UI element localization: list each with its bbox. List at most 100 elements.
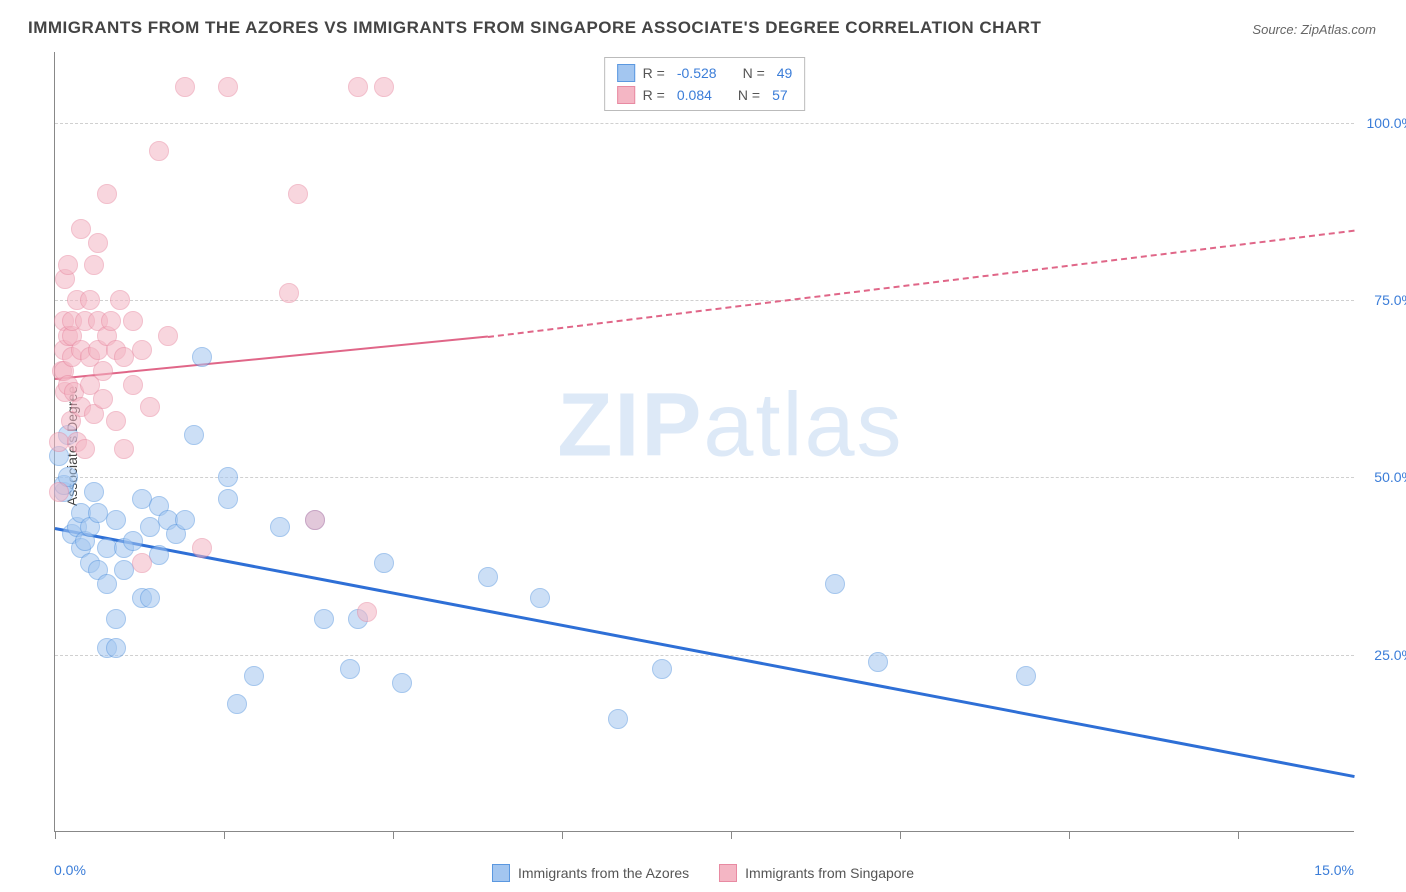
data-point bbox=[106, 510, 126, 530]
x-min-label: 0.0% bbox=[54, 862, 86, 878]
data-point bbox=[106, 638, 126, 658]
r-value-1: 0.084 bbox=[677, 84, 712, 106]
data-point bbox=[132, 553, 152, 573]
data-point bbox=[1016, 666, 1036, 686]
data-point bbox=[652, 659, 672, 679]
data-point bbox=[270, 517, 290, 537]
xtick bbox=[224, 831, 225, 839]
xtick bbox=[900, 831, 901, 839]
data-point bbox=[279, 283, 299, 303]
data-point bbox=[75, 439, 95, 459]
gridline-h bbox=[55, 123, 1354, 124]
data-point bbox=[868, 652, 888, 672]
data-point bbox=[80, 290, 100, 310]
data-point bbox=[132, 340, 152, 360]
watermark-atlas: atlas bbox=[703, 375, 903, 475]
data-point bbox=[357, 602, 377, 622]
source-name: ZipAtlas.com bbox=[1301, 22, 1376, 37]
legend-row-azores: R = -0.528 N = 49 bbox=[617, 62, 793, 84]
data-point bbox=[218, 467, 238, 487]
swatch-singapore bbox=[617, 86, 635, 104]
data-point bbox=[97, 184, 117, 204]
n-label-1: N = bbox=[738, 84, 760, 106]
data-point bbox=[218, 77, 238, 97]
ytick-label: 50.0% bbox=[1359, 469, 1406, 485]
source-label: Source: ZipAtlas.com bbox=[1252, 22, 1376, 37]
data-point bbox=[175, 77, 195, 97]
r-label-1: R = bbox=[643, 84, 665, 106]
data-point bbox=[392, 673, 412, 693]
legend-item-singapore: Immigrants from Singapore bbox=[719, 864, 914, 882]
data-point bbox=[84, 255, 104, 275]
data-point bbox=[244, 666, 264, 686]
xtick bbox=[393, 831, 394, 839]
data-point bbox=[106, 609, 126, 629]
swatch-azores-bottom bbox=[492, 864, 510, 882]
data-point bbox=[149, 141, 169, 161]
swatch-azores bbox=[617, 64, 635, 82]
data-point bbox=[825, 574, 845, 594]
data-point bbox=[149, 545, 169, 565]
watermark-zip: ZIP bbox=[557, 375, 703, 475]
data-point bbox=[227, 694, 247, 714]
data-point bbox=[184, 425, 204, 445]
data-point bbox=[305, 510, 325, 530]
plot-area: ZIPatlas R = -0.528 N = 49 R = 0.084 N =… bbox=[54, 52, 1354, 832]
data-point bbox=[58, 255, 78, 275]
gridline-h bbox=[55, 477, 1354, 478]
data-point bbox=[114, 439, 134, 459]
data-point bbox=[530, 588, 550, 608]
legend-row-singapore: R = 0.084 N = 57 bbox=[617, 84, 793, 106]
xtick bbox=[55, 831, 56, 839]
ytick-label: 25.0% bbox=[1359, 647, 1406, 663]
data-point bbox=[123, 531, 143, 551]
swatch-singapore-bottom bbox=[719, 864, 737, 882]
xtick bbox=[1069, 831, 1070, 839]
data-point bbox=[88, 233, 108, 253]
data-point bbox=[374, 77, 394, 97]
trend-line bbox=[488, 229, 1355, 337]
xtick bbox=[562, 831, 563, 839]
data-point bbox=[478, 567, 498, 587]
data-point bbox=[192, 347, 212, 367]
data-point bbox=[140, 397, 160, 417]
series-name-1: Immigrants from Singapore bbox=[745, 865, 914, 881]
data-point bbox=[71, 219, 91, 239]
data-point bbox=[97, 574, 117, 594]
n-value-0: 49 bbox=[777, 62, 793, 84]
data-point bbox=[374, 553, 394, 573]
data-point bbox=[123, 375, 143, 395]
ytick-label: 100.0% bbox=[1359, 115, 1406, 131]
ytick-label: 75.0% bbox=[1359, 292, 1406, 308]
data-point bbox=[158, 326, 178, 346]
gridline-h bbox=[55, 655, 1354, 656]
data-point bbox=[93, 361, 113, 381]
data-point bbox=[348, 77, 368, 97]
n-value-1: 57 bbox=[772, 84, 788, 106]
r-value-0: -0.528 bbox=[677, 62, 717, 84]
series-name-0: Immigrants from the Azores bbox=[518, 865, 689, 881]
data-point bbox=[218, 489, 238, 509]
watermark: ZIPatlas bbox=[557, 374, 903, 477]
data-point bbox=[340, 659, 360, 679]
data-point bbox=[106, 411, 126, 431]
n-label-0: N = bbox=[743, 62, 765, 84]
data-point bbox=[288, 184, 308, 204]
xtick bbox=[1238, 831, 1239, 839]
legend-item-azores: Immigrants from the Azores bbox=[492, 864, 689, 882]
chart-title: IMMIGRANTS FROM THE AZORES VS IMMIGRANTS… bbox=[28, 18, 1041, 38]
data-point bbox=[101, 311, 121, 331]
data-point bbox=[49, 482, 69, 502]
data-point bbox=[123, 311, 143, 331]
r-label-0: R = bbox=[643, 62, 665, 84]
data-point bbox=[314, 609, 334, 629]
bottom-legend: Immigrants from the Azores Immigrants fr… bbox=[492, 864, 914, 882]
trend-line bbox=[55, 527, 1355, 778]
data-point bbox=[192, 538, 212, 558]
x-max-label: 15.0% bbox=[1314, 862, 1354, 878]
data-point bbox=[84, 482, 104, 502]
correlation-legend: R = -0.528 N = 49 R = 0.084 N = 57 bbox=[604, 57, 806, 111]
data-point bbox=[608, 709, 628, 729]
gridline-h bbox=[55, 300, 1354, 301]
source-prefix: Source: bbox=[1252, 22, 1297, 37]
